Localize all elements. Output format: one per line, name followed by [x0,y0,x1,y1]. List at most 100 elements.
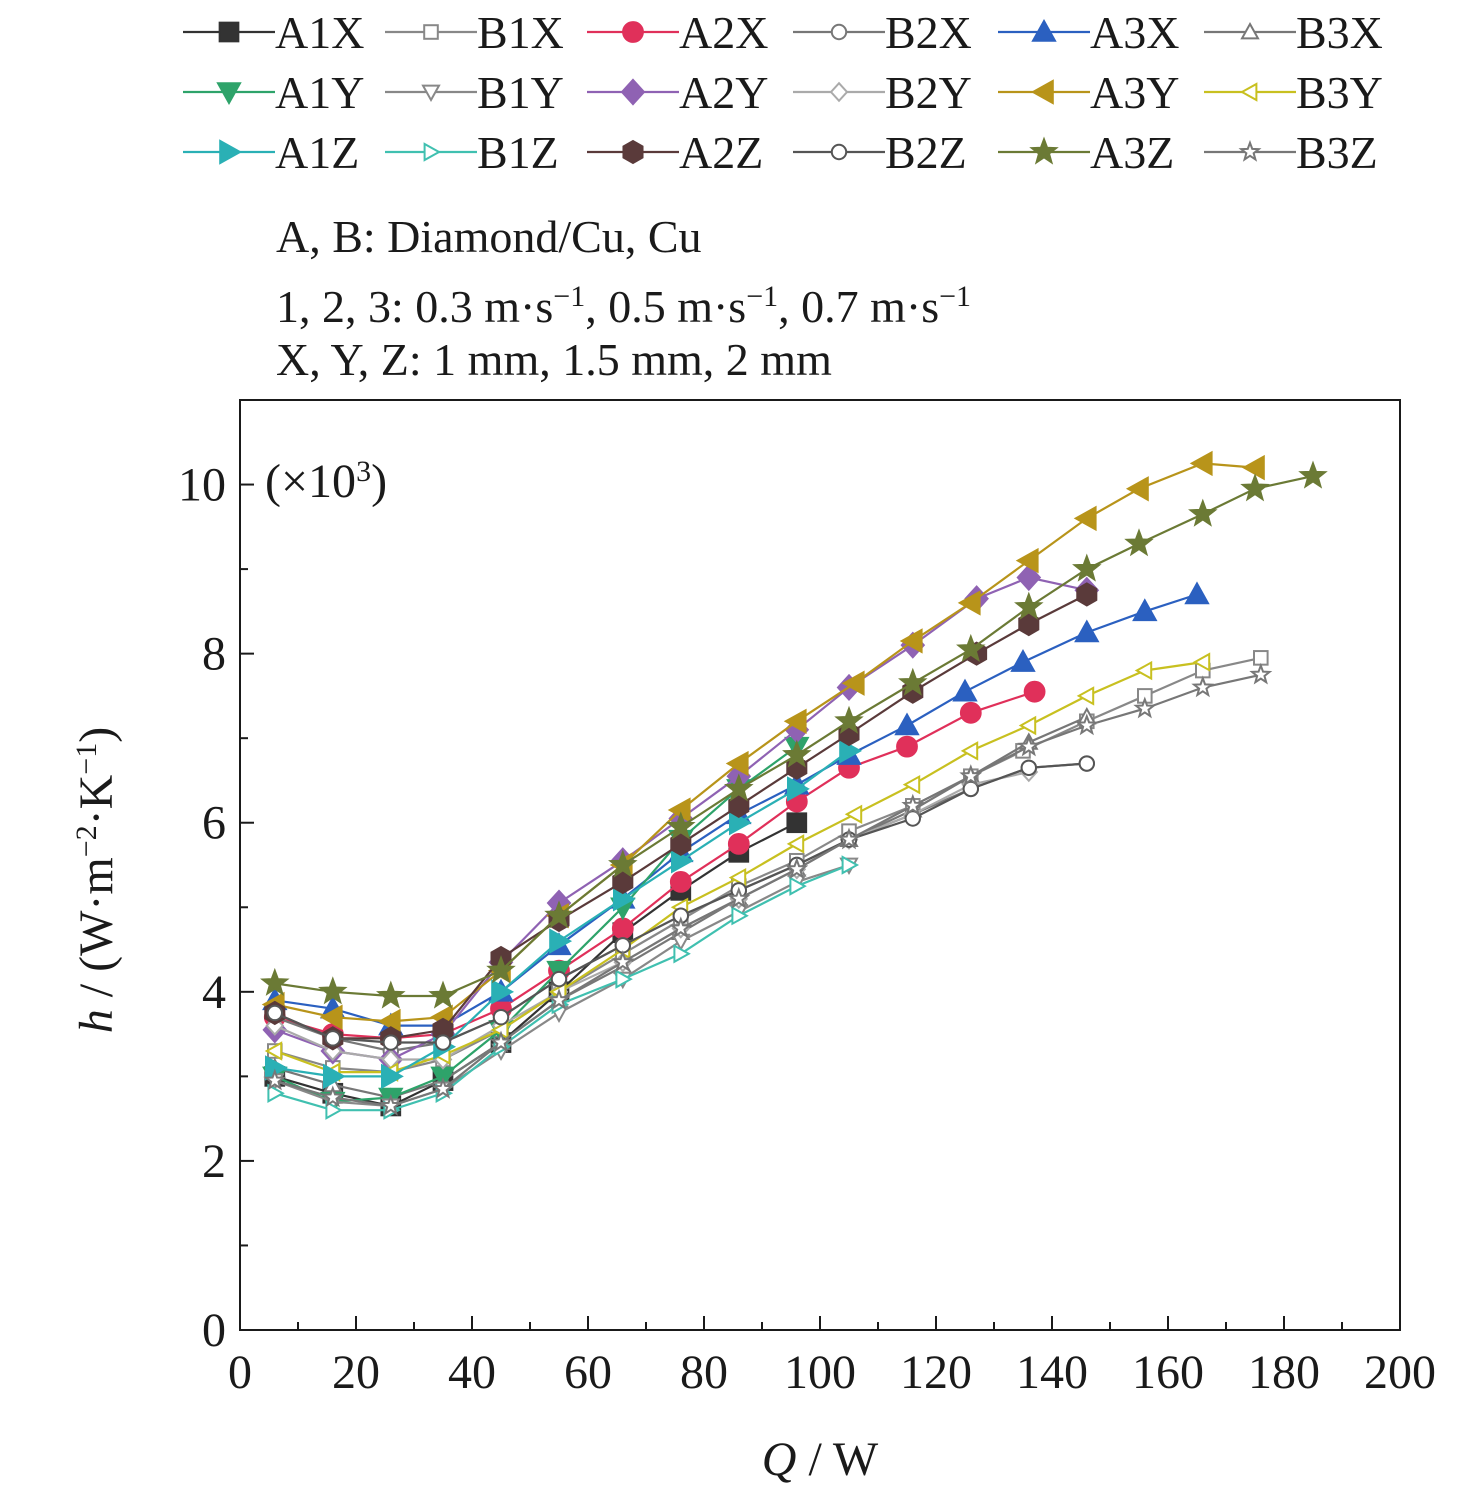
data-point-b1z [731,906,749,926]
x-axis-unit: / W [796,1433,878,1486]
series-a3y [261,450,1265,1035]
legend-label: A1X [275,7,364,58]
data-point-a2z [612,869,634,895]
data-point-b3z [431,1076,455,1099]
legend-label: B2Z [885,127,967,178]
data-point-b3y [264,1041,283,1061]
series-line-b1x [274,656,1262,1074]
data-point-a1z [491,979,515,1005]
data-point-b1z [615,969,633,989]
data-point-a2x [727,832,750,855]
legend-marker-b3y [1239,82,1258,102]
legend-marker-b2x [830,23,848,41]
x-tick-label: 200 [1364,1346,1436,1399]
data-point-b3z [1017,734,1041,757]
data-point-b3z [785,857,809,879]
data-point-a3z [782,739,812,768]
data-point-b3z [669,916,693,939]
x-tick-label: 160 [1132,1346,1204,1399]
legend-marker-a1y [216,82,242,106]
legend-item-b1y: B1Y [385,67,564,118]
series-layer [260,450,1328,1120]
note-line-2-part-2: −1 [553,280,585,313]
data-point-a3z [376,980,406,1009]
legend-item-a3y: A3Y [998,67,1179,118]
data-point-b3z [901,793,925,816]
data-point-a3y [1073,505,1097,532]
data-point-b3y [1076,686,1095,706]
data-point-b2z [382,1034,399,1051]
legend-label: B1Y [477,67,564,118]
data-point-b3y [960,741,979,761]
data-point-b1z [325,1100,343,1120]
data-point-b3z [1191,675,1215,698]
x-axis-variable: Q [762,1433,797,1486]
data-point-b3z [611,950,635,972]
legend-marker-b2y [829,81,849,103]
data-point-a3x [1074,619,1100,643]
legend-label: A1Y [275,67,364,118]
data-point-b2z [492,1008,510,1026]
data-point-b3z [837,827,861,850]
note-line-2-part-5: , 0.7 m·s [778,281,939,332]
legend-label: B2X [885,7,972,58]
data-point-a3z [1188,498,1218,527]
data-point-a3y [1125,476,1149,502]
note-line-1: A, B: Diamond/Cu, Cu [276,211,702,262]
y-tick-label: 6 [202,797,226,850]
data-point-a3z [608,849,638,878]
data-point-a3z [318,976,348,1005]
x-tick-label: 120 [900,1346,972,1399]
series-line-b3z [274,673,1262,1108]
legend-label: A3Z [1090,127,1174,178]
legend-marker-a3z [1029,136,1059,165]
series-b3z [263,662,1273,1116]
legend-item-b3z: B3Z [1204,127,1378,178]
data-point-a3z [486,955,516,984]
data-point-a3z [260,967,290,996]
data-point-b2z [1020,759,1038,776]
data-point-a3z [666,811,696,840]
data-point-b3y [902,774,921,795]
y-axis-unit-start: / (W·m [70,857,123,1009]
legend-item-a1z: A1Z [183,127,359,178]
data-point-a3z [1124,528,1154,557]
note-line-2-part-3: , 0.5 m·s [585,281,746,332]
note-line-3: X, Y, Z: 1 mm, 1.5 mm, 2 mm [276,334,832,385]
y-multiplier: (×103) [265,455,387,509]
data-point-b3z [1133,696,1157,719]
x-tick-label: 0 [228,1346,252,1399]
data-point-a3z [834,705,864,734]
plot-frame [239,399,1401,1331]
notes: A, B: Diamond/Cu, Cu 1, 2, 3: 0.3 m·s−1,… [276,211,971,385]
data-point-a3z [1072,553,1102,582]
data-point-b3z [727,886,751,909]
data-point-b2z [904,810,921,827]
data-point-b3z [489,1030,513,1053]
data-point-a1z [323,1063,346,1090]
data-point-a2x [959,701,982,724]
data-point-a3y [899,628,923,654]
legend-marker-b3x [1240,21,1260,40]
legend-item-b2y: B2Y [793,67,972,118]
legend-label: B3X [1296,7,1383,58]
data-point-a3y [783,708,807,734]
data-point-a2z [670,831,692,857]
series-b3y [264,652,1211,1082]
data-point-b3y [844,804,863,824]
y-axis-unit-end: ) [70,727,123,743]
series-line-a3y [274,462,1256,1023]
data-point-b3y [1134,660,1153,681]
data-point-b1z [673,944,691,964]
data-point-a3y [319,1004,343,1030]
legend-label: B3Z [1296,127,1378,178]
x-tick-label: 100 [784,1346,856,1399]
legend-marker-a1z [219,139,243,165]
legend-label: A3X [1090,7,1179,58]
series-b1x [267,650,1269,1080]
legend-label: B2Y [885,67,972,118]
legend-label: A1Z [275,127,359,178]
axes: 0 20 40 60 80 100 120 140 160 180 200 0 2 4 6 8 10 [178,399,1436,1399]
series-a3z [260,460,1328,1009]
